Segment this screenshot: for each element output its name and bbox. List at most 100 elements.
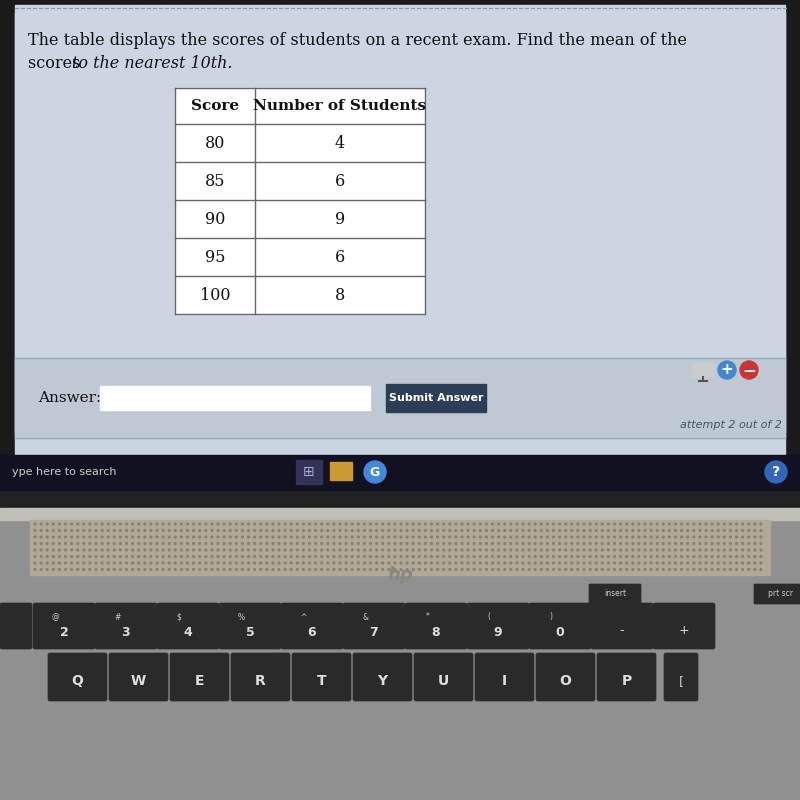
- Circle shape: [437, 530, 438, 531]
- Circle shape: [656, 555, 658, 558]
- Circle shape: [327, 542, 329, 544]
- Circle shape: [553, 555, 554, 558]
- Circle shape: [53, 555, 54, 558]
- Circle shape: [186, 542, 189, 544]
- Circle shape: [351, 569, 353, 570]
- Text: scores: scores: [28, 55, 86, 72]
- Circle shape: [77, 549, 78, 551]
- Circle shape: [107, 569, 109, 570]
- Circle shape: [681, 523, 682, 525]
- Circle shape: [443, 530, 445, 531]
- Circle shape: [217, 530, 219, 531]
- Circle shape: [736, 549, 738, 551]
- Circle shape: [388, 555, 390, 558]
- Circle shape: [504, 555, 506, 558]
- Circle shape: [235, 536, 237, 538]
- Circle shape: [223, 542, 225, 544]
- Circle shape: [455, 569, 457, 570]
- Circle shape: [504, 549, 506, 551]
- Circle shape: [674, 523, 677, 525]
- Circle shape: [620, 523, 622, 525]
- Circle shape: [534, 555, 536, 558]
- Circle shape: [65, 536, 66, 538]
- Circle shape: [748, 562, 750, 564]
- Circle shape: [686, 542, 689, 544]
- Circle shape: [650, 530, 652, 531]
- Circle shape: [614, 555, 615, 558]
- Circle shape: [193, 530, 194, 531]
- Circle shape: [607, 569, 610, 570]
- Circle shape: [577, 536, 578, 538]
- Circle shape: [107, 549, 109, 551]
- Circle shape: [412, 549, 414, 551]
- Circle shape: [284, 542, 286, 544]
- Circle shape: [455, 549, 457, 551]
- Circle shape: [138, 569, 139, 570]
- Circle shape: [620, 536, 622, 538]
- Circle shape: [486, 562, 487, 564]
- Text: P: P: [622, 674, 632, 688]
- Circle shape: [620, 555, 622, 558]
- Circle shape: [461, 536, 463, 538]
- Circle shape: [248, 536, 250, 538]
- Circle shape: [95, 549, 97, 551]
- Circle shape: [620, 530, 622, 531]
- Circle shape: [614, 523, 615, 525]
- Circle shape: [101, 536, 103, 538]
- Circle shape: [351, 555, 353, 558]
- Circle shape: [602, 530, 603, 531]
- Circle shape: [534, 530, 536, 531]
- Circle shape: [723, 536, 725, 538]
- Circle shape: [736, 555, 738, 558]
- Circle shape: [290, 562, 292, 564]
- Circle shape: [583, 549, 585, 551]
- Circle shape: [686, 562, 689, 564]
- Circle shape: [119, 562, 122, 564]
- FancyBboxPatch shape: [405, 603, 467, 649]
- Circle shape: [718, 530, 719, 531]
- Circle shape: [205, 536, 206, 538]
- Circle shape: [650, 542, 652, 544]
- Circle shape: [89, 536, 91, 538]
- Circle shape: [723, 530, 725, 531]
- Circle shape: [400, 542, 402, 544]
- Circle shape: [290, 523, 292, 525]
- Circle shape: [461, 562, 463, 564]
- Circle shape: [748, 569, 750, 570]
- Circle shape: [138, 536, 139, 538]
- Circle shape: [358, 555, 359, 558]
- Circle shape: [558, 530, 561, 531]
- Circle shape: [455, 555, 457, 558]
- Circle shape: [351, 549, 353, 551]
- Circle shape: [321, 523, 322, 525]
- Circle shape: [662, 562, 664, 564]
- Circle shape: [498, 562, 499, 564]
- Circle shape: [467, 523, 469, 525]
- Text: 9: 9: [335, 210, 345, 227]
- Circle shape: [614, 536, 615, 538]
- Circle shape: [595, 555, 597, 558]
- Circle shape: [284, 555, 286, 558]
- Circle shape: [168, 549, 170, 551]
- Circle shape: [626, 542, 627, 544]
- Circle shape: [53, 562, 54, 564]
- Circle shape: [656, 562, 658, 564]
- Circle shape: [150, 555, 152, 558]
- Circle shape: [266, 536, 268, 538]
- Text: 2: 2: [60, 626, 68, 639]
- Circle shape: [656, 549, 658, 551]
- Circle shape: [40, 530, 42, 531]
- Circle shape: [65, 562, 66, 564]
- Circle shape: [467, 562, 469, 564]
- Circle shape: [443, 536, 445, 538]
- Circle shape: [510, 530, 512, 531]
- Circle shape: [107, 562, 109, 564]
- Text: @: @: [51, 613, 59, 622]
- Circle shape: [674, 569, 677, 570]
- Circle shape: [516, 536, 518, 538]
- Circle shape: [388, 549, 390, 551]
- Circle shape: [583, 530, 585, 531]
- Circle shape: [736, 523, 738, 525]
- Circle shape: [144, 542, 146, 544]
- Circle shape: [114, 555, 115, 558]
